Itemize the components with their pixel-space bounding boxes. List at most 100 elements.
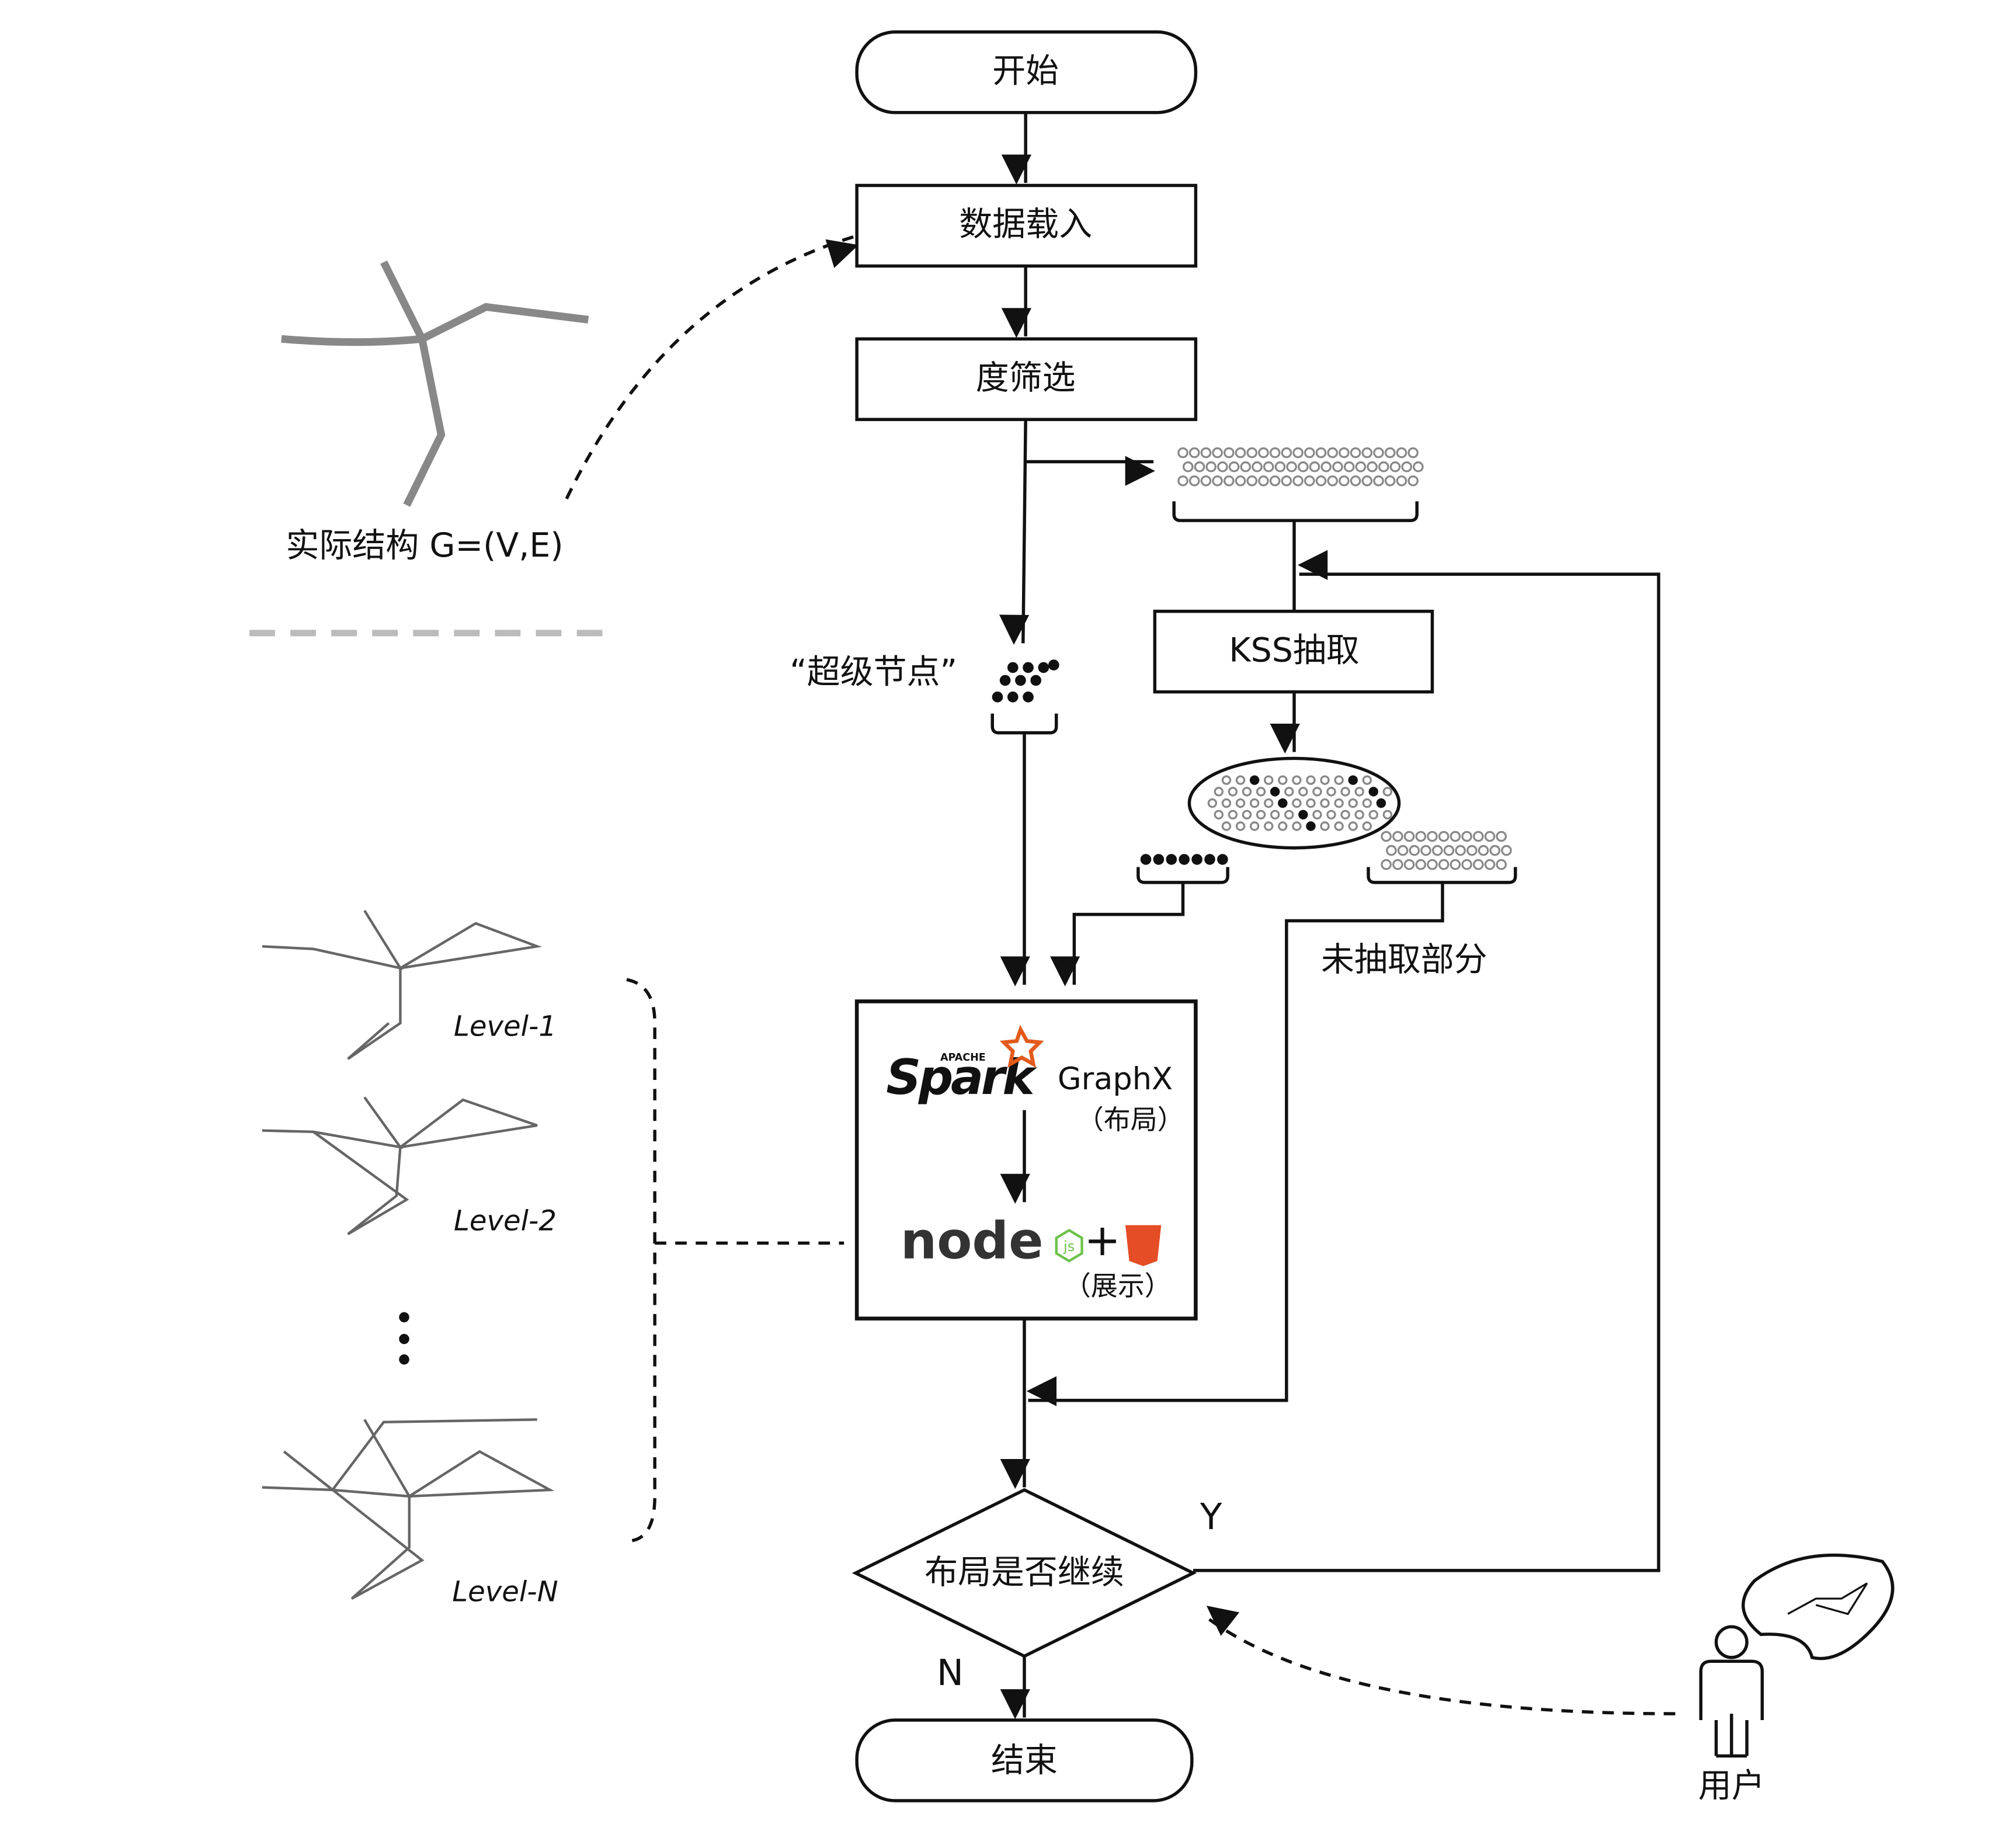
dot — [1235, 798, 1246, 808]
dot — [1326, 810, 1336, 819]
node-logo: node — [901, 1211, 1044, 1270]
dot — [1450, 831, 1461, 842]
dot — [1362, 775, 1372, 785]
dot — [1188, 475, 1200, 487]
dot — [1214, 810, 1224, 819]
dot — [1023, 692, 1034, 703]
dot — [1320, 821, 1330, 831]
dot — [1362, 821, 1372, 831]
dot — [1312, 787, 1322, 797]
dot — [1327, 447, 1338, 458]
dot — [1224, 475, 1235, 487]
plus: + — [1084, 1215, 1120, 1266]
dot — [1278, 821, 1288, 831]
dot — [1292, 447, 1304, 458]
actual-label: 实际结构 G=(V,E) — [286, 526, 564, 565]
dot — [1478, 845, 1489, 856]
dot — [1496, 859, 1507, 870]
dot — [1382, 810, 1393, 819]
loop-arrow — [1193, 550, 1660, 1572]
dot — [1242, 810, 1252, 819]
dot — [1235, 447, 1246, 458]
dot — [1420, 845, 1431, 856]
dot — [1340, 810, 1350, 819]
ellipsis — [399, 1312, 409, 1365]
dot — [1217, 461, 1228, 473]
dot — [1205, 461, 1217, 473]
dot — [1242, 787, 1252, 797]
dot — [1332, 461, 1343, 473]
dot — [1281, 447, 1292, 458]
dot — [1355, 461, 1367, 473]
dot — [1484, 859, 1496, 870]
dot — [1177, 447, 1188, 458]
dot — [1427, 859, 1438, 870]
dot — [1228, 461, 1240, 473]
yes-label: Y — [1200, 1496, 1222, 1538]
start-label: 开始 — [992, 51, 1059, 90]
dot — [1306, 821, 1316, 831]
dot — [1409, 845, 1420, 856]
decision-label: 布局是否继续 — [924, 1553, 1124, 1592]
dot — [1350, 447, 1361, 458]
dot — [1246, 447, 1258, 458]
super-label: “超级节点” — [790, 653, 957, 692]
load-label: 数据载入 — [959, 205, 1092, 244]
dot — [1284, 810, 1294, 819]
dot — [1320, 775, 1330, 785]
dot — [1217, 854, 1228, 865]
load-box — [855, 183, 1198, 268]
dot — [1292, 475, 1304, 487]
dot — [1438, 859, 1450, 870]
dot — [1362, 798, 1372, 808]
dot — [1298, 810, 1308, 819]
dot — [1339, 447, 1350, 458]
dot — [1256, 810, 1266, 819]
dot — [1461, 831, 1472, 842]
dot — [1309, 461, 1320, 473]
dot — [1212, 447, 1223, 458]
dot — [1298, 461, 1309, 473]
dot — [1403, 831, 1415, 842]
level-graphs — [262, 909, 555, 1600]
dot — [1386, 845, 1397, 856]
js-label: js — [1063, 1238, 1075, 1255]
dot — [1339, 475, 1350, 487]
dot — [1224, 447, 1235, 458]
dot — [1373, 447, 1384, 458]
dot — [1403, 859, 1415, 870]
dot — [1484, 831, 1496, 842]
dot — [1315, 447, 1327, 458]
arrow — [1049, 882, 1185, 986]
dot — [1373, 475, 1384, 487]
dot — [1212, 475, 1223, 487]
dot — [1278, 798, 1288, 808]
dot — [1263, 821, 1274, 831]
layout-label: （布局） — [1077, 1104, 1184, 1135]
dot — [1407, 447, 1419, 458]
dot — [1249, 798, 1260, 808]
dot — [1496, 831, 1507, 842]
dot — [1450, 859, 1461, 870]
dot — [1258, 475, 1269, 487]
dot — [1413, 461, 1424, 473]
dot — [1249, 775, 1260, 785]
rest-label: 未抽取部分 — [1321, 940, 1487, 979]
level-label: Level-N — [452, 1575, 558, 1608]
apache-label: APACHE — [940, 1052, 986, 1064]
dot — [1263, 775, 1274, 785]
dot — [1240, 461, 1252, 473]
dot — [1200, 475, 1212, 487]
html5-logo — [1125, 1225, 1162, 1266]
dot — [1048, 659, 1059, 671]
dot — [1252, 461, 1263, 473]
dot — [1397, 845, 1409, 856]
dot — [1204, 854, 1215, 865]
dot — [1348, 821, 1358, 831]
dot — [1438, 831, 1450, 842]
dot — [1007, 662, 1019, 673]
bracket — [990, 713, 1058, 735]
level-brace — [626, 978, 656, 1543]
dot — [1270, 810, 1280, 819]
